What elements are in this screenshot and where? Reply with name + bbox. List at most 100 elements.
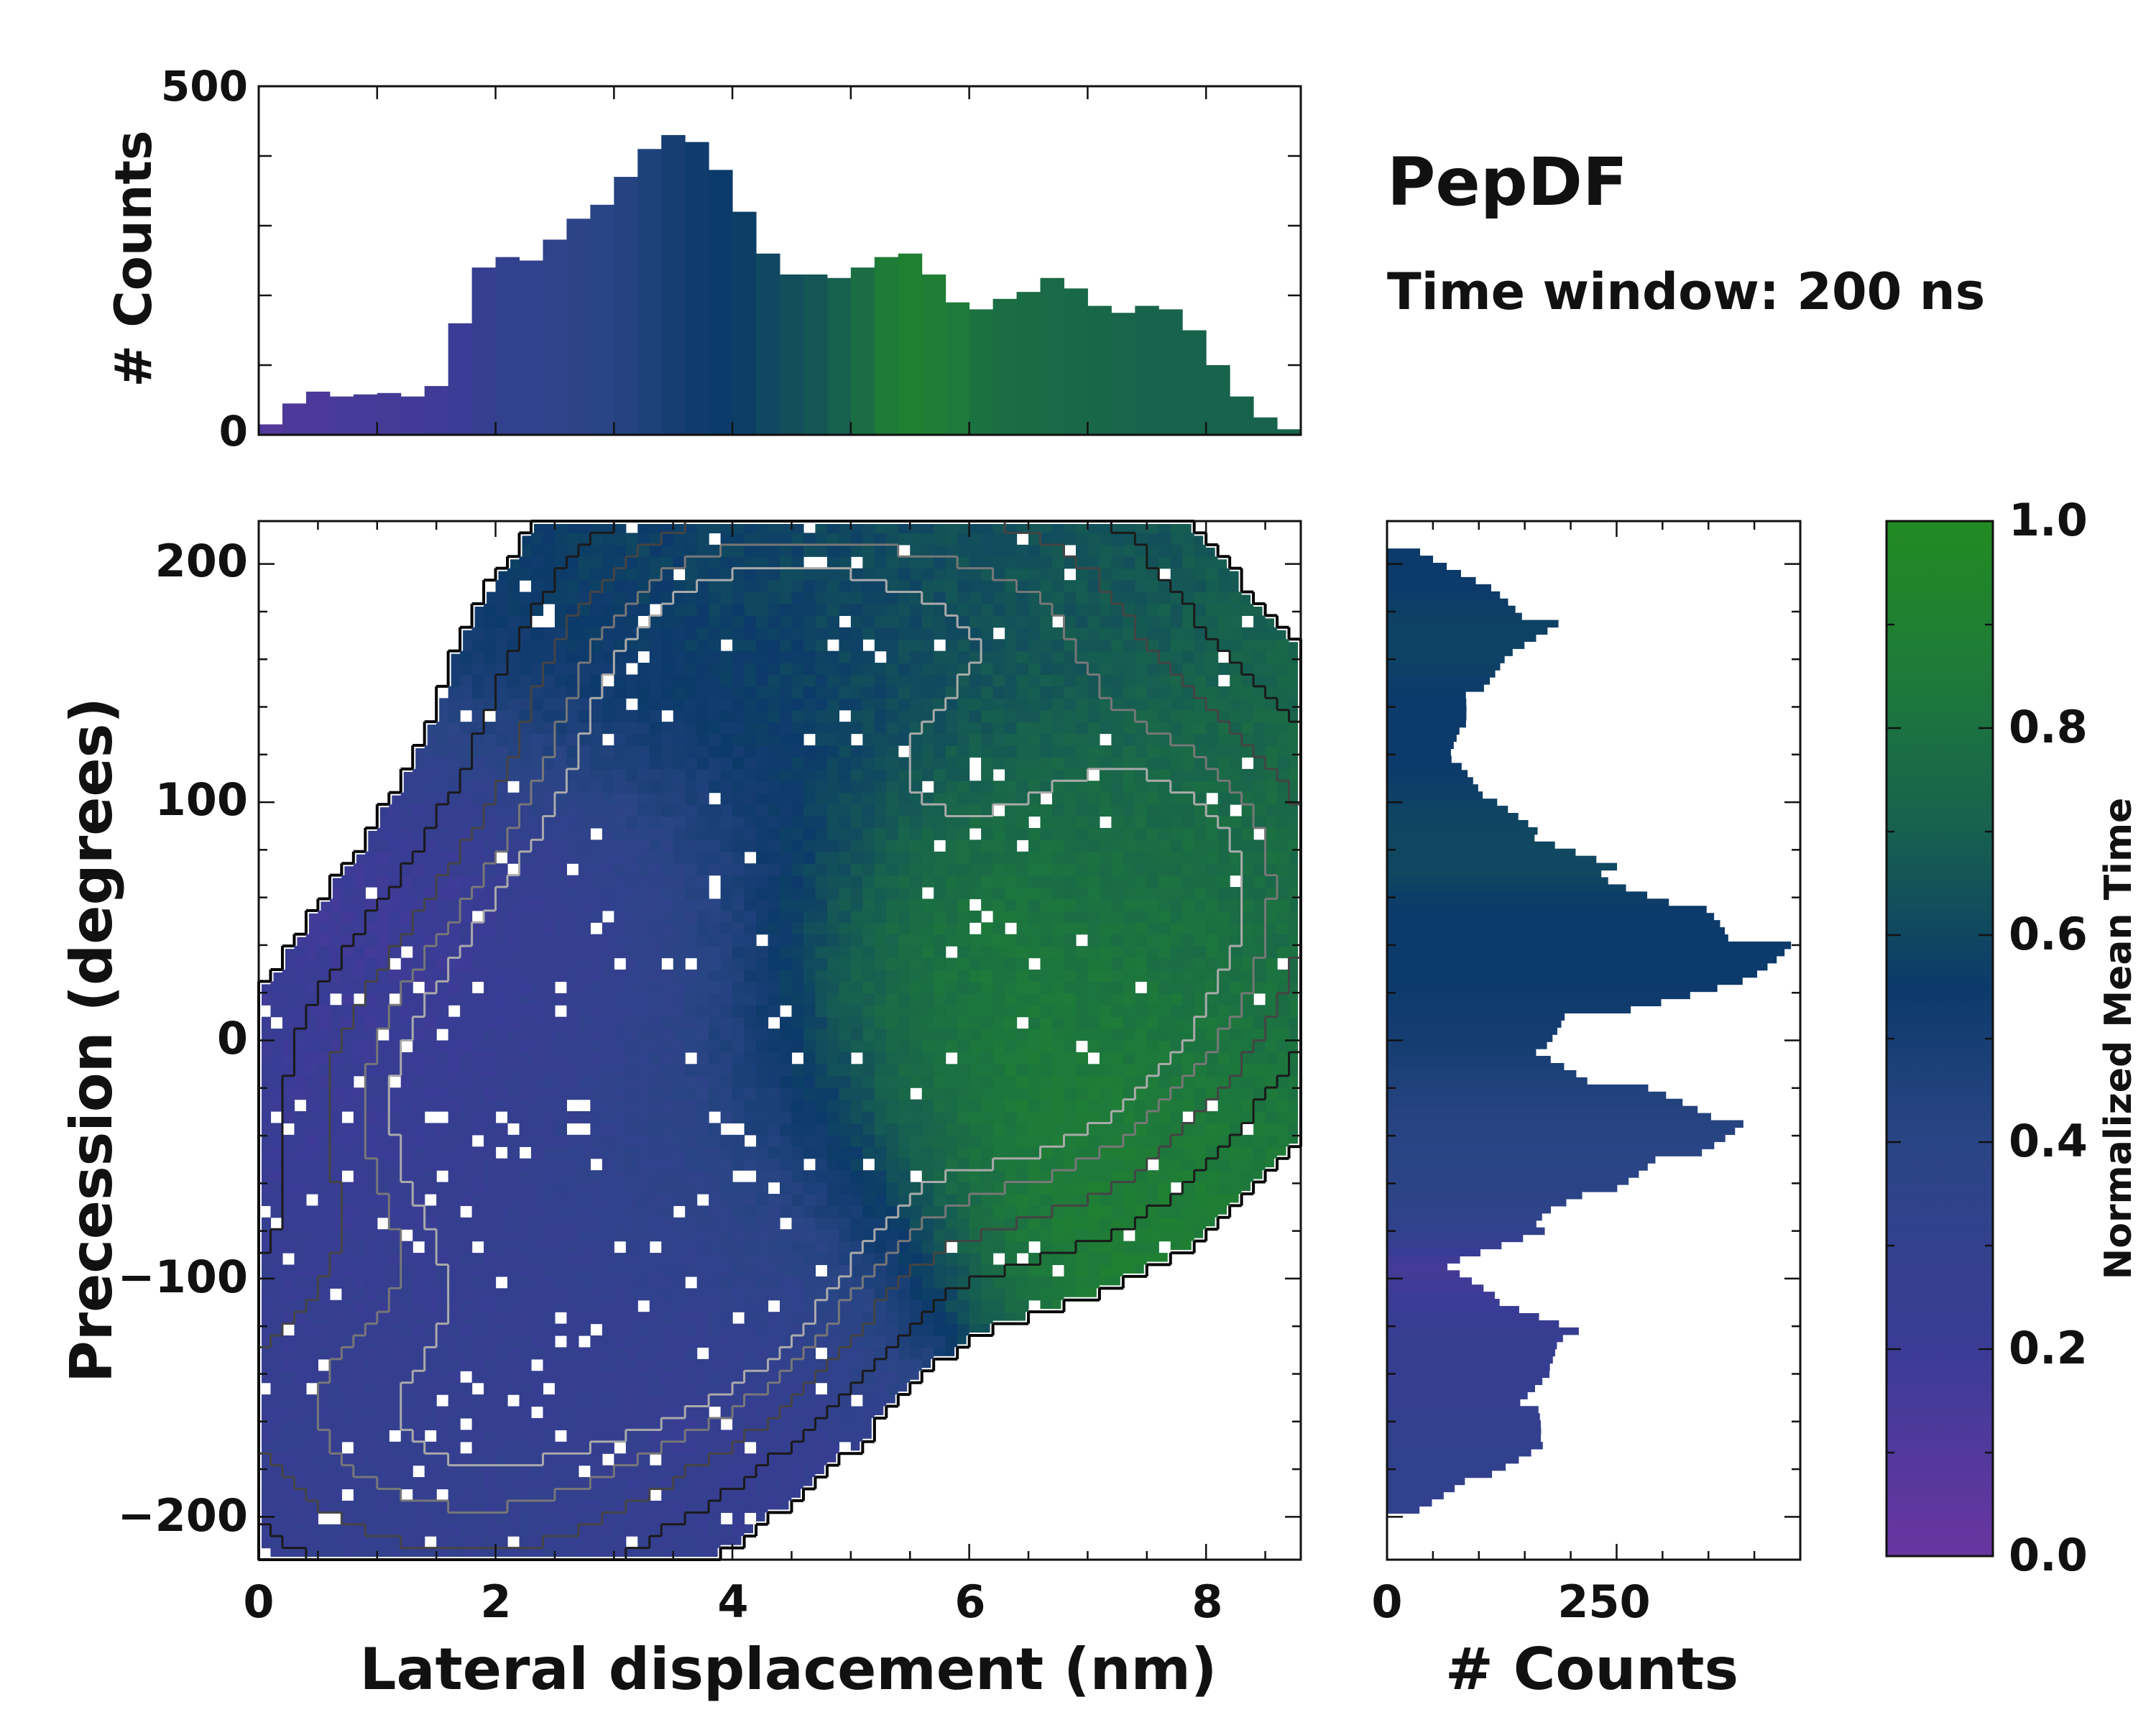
heatmap-cell [543, 1182, 556, 1195]
heatmap-cell [543, 1489, 556, 1501]
heatmap-cell [1217, 1123, 1230, 1136]
heatmap-cell [768, 1134, 780, 1147]
heatmap-cell [282, 946, 295, 959]
heatmap-cell [1123, 969, 1135, 982]
heatmap-cell [732, 1417, 745, 1430]
heatmap-cell [519, 757, 532, 770]
heatmap-cell [1087, 875, 1100, 888]
heatmap-cell [637, 898, 650, 911]
heatmap-cell [1075, 957, 1089, 970]
heatmap-cell [1111, 840, 1124, 852]
heatmap-cell [685, 1358, 698, 1371]
heatmap-cell [471, 1075, 484, 1088]
heatmap-cell [436, 757, 449, 770]
heatmap-cell [709, 981, 722, 994]
heatmap-cell [341, 1536, 354, 1549]
heatmap-cell [1265, 1087, 1278, 1100]
heatmap-cell [424, 1382, 437, 1395]
heatmap-cell [1217, 887, 1230, 900]
heatmap-cell [602, 1288, 614, 1301]
heatmap-cell [1087, 1075, 1100, 1088]
heatmap-cell [282, 1335, 295, 1348]
heatmap-cell [921, 1158, 934, 1171]
heatmap-cell [625, 1146, 638, 1159]
heatmap-cell [507, 1099, 520, 1112]
heatmap-cell [756, 1193, 769, 1206]
heatmap-cell [614, 1193, 627, 1206]
heatmap-cell [921, 1005, 934, 1018]
heatmap-cell [614, 1347, 627, 1360]
heatmap-cell [732, 1406, 745, 1419]
heatmap-cell [1087, 1087, 1100, 1100]
heatmap-cell [685, 792, 698, 805]
heatmap-cell [898, 1052, 911, 1064]
heatmap-cell [1040, 840, 1053, 852]
heatmap-cell [756, 804, 769, 817]
heatmap-cell [874, 1229, 887, 1242]
heatmap-cell [696, 1146, 709, 1159]
heatmap-cell [590, 1394, 603, 1407]
heatmap-cell [685, 1382, 698, 1395]
heatmap-cell [839, 1417, 852, 1430]
heatmap-cell [1182, 733, 1195, 746]
heatmap-cell [921, 840, 934, 852]
heatmap-cell [910, 1264, 923, 1277]
heatmap-cell [981, 1099, 994, 1112]
heatmap-cell [270, 1182, 283, 1195]
heatmap-cell [554, 1406, 568, 1419]
top-histogram-bar [756, 253, 780, 435]
heatmap-cell [1206, 1134, 1219, 1147]
heatmap-cell [578, 1005, 591, 1018]
heatmap-cell [471, 768, 484, 781]
heatmap-cell [696, 969, 709, 982]
heatmap-cell [471, 1253, 484, 1266]
heatmap-cell [826, 981, 839, 994]
heatmap-cell [839, 768, 852, 781]
heatmap-cell [732, 898, 745, 911]
heatmap-cell [578, 969, 591, 982]
heatmap-cell [649, 1536, 662, 1549]
heatmap-cell [614, 1170, 627, 1183]
heatmap-cell [614, 993, 627, 1006]
heatmap-cell [756, 733, 769, 746]
heatmap-cell [1111, 851, 1124, 864]
heatmap-cell [815, 1406, 828, 1419]
heatmap-cell [780, 1323, 793, 1336]
heatmap-cell [696, 1087, 709, 1100]
heatmap-cell [756, 851, 769, 864]
heatmap-cell [898, 1099, 911, 1112]
heatmap-cell [1135, 792, 1148, 805]
heatmap-cell [874, 1134, 887, 1147]
heatmap-cell [578, 792, 591, 805]
heatmap-cell [791, 827, 804, 840]
heatmap-cell [791, 1146, 804, 1159]
heatmap-cell [519, 1087, 532, 1100]
heatmap-cell [862, 1264, 875, 1277]
heatmap-cell [874, 1123, 887, 1136]
heatmap-cell [1146, 1040, 1159, 1053]
heatmap-cell [780, 1205, 793, 1218]
heatmap-cell [590, 1441, 603, 1454]
heatmap-cell [709, 1253, 722, 1266]
heatmap-cell [1051, 1170, 1065, 1183]
heatmap-cell [602, 1500, 614, 1513]
heatmap-cell [826, 1170, 839, 1183]
heatmap-cell [413, 875, 425, 888]
heatmap-cell [543, 875, 556, 888]
heatmap-cell [850, 1182, 863, 1195]
heatmap-cell [1040, 745, 1053, 758]
heatmap-cell [1217, 993, 1230, 1006]
heatmap-cell [744, 1264, 757, 1277]
heatmap-cell [1230, 1182, 1243, 1195]
heatmap-cell [460, 1512, 473, 1525]
heatmap-cell [590, 1512, 603, 1525]
heatmap-cell [554, 1241, 568, 1254]
heatmap-cell [614, 1323, 627, 1336]
heatmap-cell [744, 1193, 757, 1206]
heatmap-cell [1241, 1005, 1254, 1018]
heatmap-cell [791, 1099, 804, 1112]
heatmap-cell [1158, 1205, 1171, 1218]
heatmap-cell [768, 1170, 780, 1183]
heatmap-cell [720, 745, 733, 758]
heatmap-cell [484, 1170, 497, 1183]
